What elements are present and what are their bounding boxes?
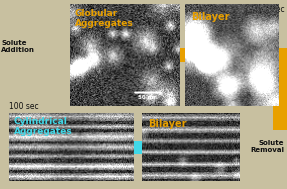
Text: 240 sec: 240 sec <box>255 5 284 14</box>
Text: Solute
Removal: Solute Removal <box>250 140 284 153</box>
Text: Cylindrical
Aggregates: Cylindrical Aggregates <box>13 117 72 136</box>
Text: 100 sec: 100 sec <box>9 101 38 111</box>
Text: Bilayer: Bilayer <box>191 12 229 22</box>
Text: Solute
Addition: Solute Addition <box>1 40 35 53</box>
Text: Bilayer: Bilayer <box>148 119 187 129</box>
Bar <box>70 48 287 62</box>
Bar <box>9 141 240 154</box>
Text: 50 nm: 50 nm <box>138 95 157 100</box>
Bar <box>273 62 287 130</box>
Text: Globular
Aggregates: Globular Aggregates <box>75 9 133 28</box>
